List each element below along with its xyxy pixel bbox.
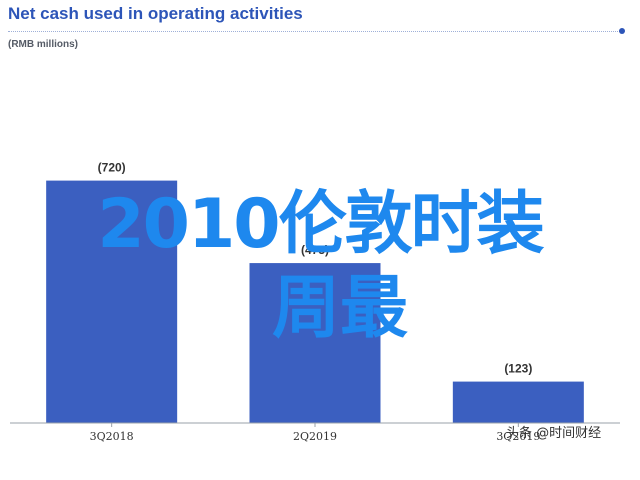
x-tick-label-3Q2019: 3Q2019: [496, 430, 540, 443]
chart-subtitle: (RMB millions): [8, 39, 78, 50]
chart-title: Net cash used in operating activities: [8, 4, 303, 23]
data-label-3Q2019: (123): [504, 362, 532, 376]
x-tick-label-3Q2018: 3Q2018: [90, 430, 134, 443]
x-tick-label-2Q2019: 2Q2019: [293, 430, 337, 443]
overlay-text-line1: 2010伦敦时装: [97, 185, 544, 264]
bar-3Q2019: [452, 381, 584, 423]
title-rule-endpoint: [619, 28, 625, 34]
watermark: 头条 @时间财经: [506, 426, 602, 441]
title-rule: [8, 31, 620, 32]
data-label-2Q2019: (475): [301, 243, 329, 257]
overlay-text-line2: 周最: [271, 269, 408, 348]
data-label-3Q2018: (720): [98, 161, 126, 175]
bar-2Q2019: [249, 263, 381, 423]
bar-3Q2018: [46, 180, 178, 423]
